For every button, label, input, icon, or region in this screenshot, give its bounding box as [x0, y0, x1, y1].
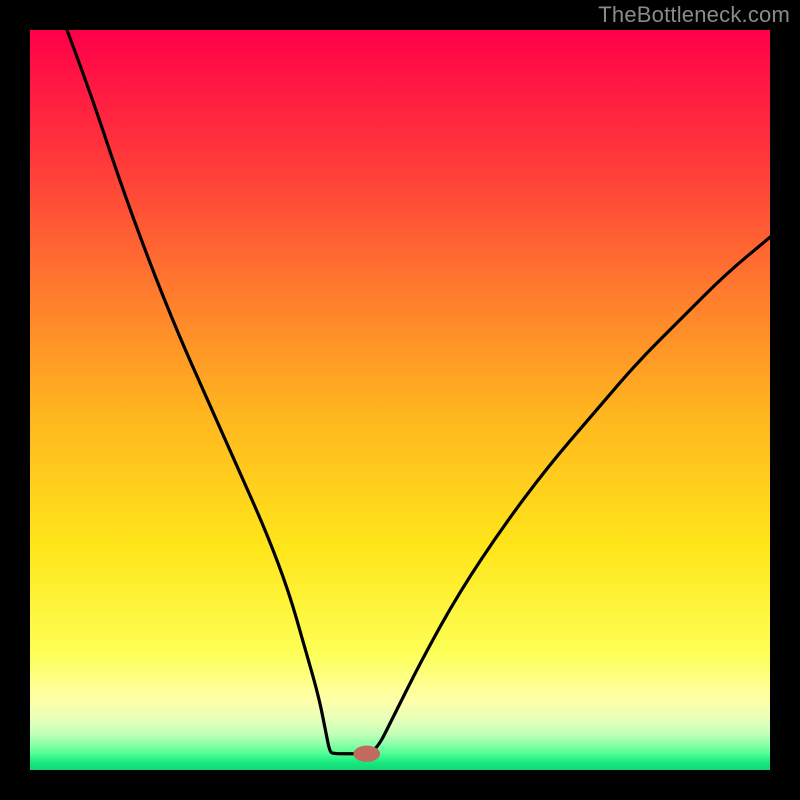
- chart-frame: TheBottleneck.com: [0, 0, 800, 800]
- chart-background: [30, 30, 770, 770]
- watermark-text: TheBottleneck.com: [598, 2, 790, 28]
- optimal-point-marker: [353, 746, 380, 762]
- bottleneck-chart: [30, 30, 770, 770]
